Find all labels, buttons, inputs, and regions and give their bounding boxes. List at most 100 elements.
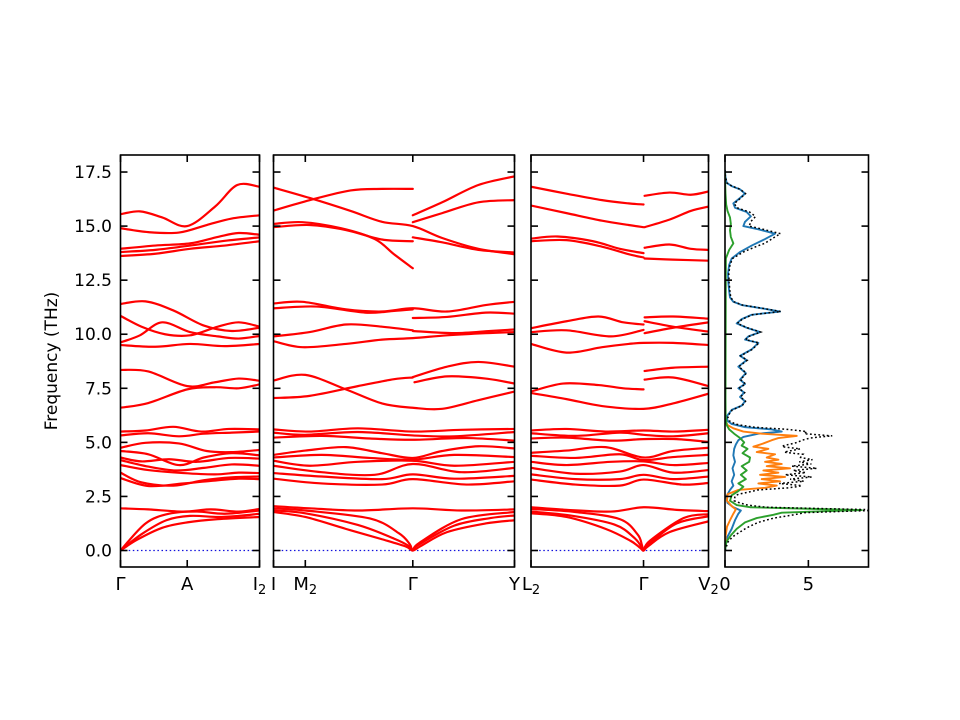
- axes-spines: [724, 154, 870, 568]
- phonon-band-line: [120, 425, 260, 433]
- x-tick-label: Γ: [639, 574, 649, 595]
- phonon-band-line: [120, 240, 260, 258]
- phonon-band-line: [643, 315, 709, 320]
- phonon-band-line: [120, 300, 260, 333]
- y-tick-label: 7.5: [85, 379, 112, 399]
- phonon-band-line: [531, 391, 709, 411]
- phonon-band-line: [273, 507, 515, 552]
- phonon-band-line: [531, 436, 709, 444]
- phonon-band-line: [120, 231, 260, 250]
- phonon-band-line: [531, 315, 645, 330]
- phonon-band-line: [273, 186, 515, 256]
- phonon-band-line: [120, 471, 260, 487]
- phonon-band-line: [531, 204, 645, 229]
- phonon-band-line: [531, 238, 645, 259]
- phonon-band-line: [273, 459, 515, 467]
- x-tick-label: L2: [522, 574, 540, 598]
- phonon-band-line: [411, 311, 515, 320]
- band-segment-2: I M2 Γ Y: [271, 154, 521, 598]
- phonon-band-line: [273, 434, 515, 442]
- partial-dos-blue: [725, 169, 783, 551]
- phonon-band-line: [411, 175, 515, 217]
- phonon-band-line: [531, 478, 709, 488]
- phonon-band-line: [643, 376, 709, 388]
- phonon-band-line: [120, 463, 260, 476]
- y-tick-label: 10.0: [74, 325, 112, 345]
- y-tick-label: 5.0: [85, 433, 112, 453]
- phonon-band-line: [531, 510, 709, 552]
- phonon-band-line: [531, 507, 709, 552]
- phonon-band-line: [273, 223, 414, 243]
- x-tick-label: I: [271, 574, 276, 595]
- phonon-band-line: [273, 323, 414, 338]
- phonon-band-line: [411, 236, 515, 254]
- phonon-band-line: [120, 368, 260, 388]
- phonon-band-line: [411, 328, 515, 335]
- phonon-band-line: [120, 458, 260, 472]
- phonon-band-line: [531, 473, 709, 481]
- phonon-band-line: [273, 305, 414, 314]
- y-tick-label: 15.0: [74, 217, 112, 237]
- phonon-band-line: [120, 456, 260, 463]
- phonon-band-line: [531, 382, 645, 393]
- y-tick-label: 2.5: [85, 487, 112, 507]
- phonon-band-line: [273, 373, 515, 411]
- phonon-band-line: [273, 427, 515, 433]
- x-tick-label: Γ: [115, 574, 125, 595]
- partial-dos-green: [725, 172, 863, 551]
- phonon-band-line: [120, 449, 260, 467]
- phonon-band-line: [531, 341, 709, 354]
- band-segment-3: L2 Γ V2: [522, 154, 719, 598]
- phonon-band-line: [411, 360, 515, 379]
- y-tick-label: 12.5: [74, 271, 112, 291]
- phonon-band-line: [273, 187, 414, 212]
- phonon-band-line: [120, 507, 260, 513]
- phonon-band-line: [120, 430, 260, 438]
- phonon-band-line: [273, 462, 515, 477]
- x-tick-label: M2: [293, 574, 317, 598]
- phonon-band-line: [120, 182, 260, 228]
- phonon-band-line: [531, 512, 709, 552]
- phonon-band-line: [273, 471, 515, 481]
- phonon-band-line: [643, 321, 709, 335]
- phonon-band-line: [273, 430, 515, 438]
- axes-spines: [530, 154, 710, 568]
- phonon-band-line: [643, 205, 709, 229]
- phonon-band-line: [643, 257, 709, 262]
- phonon-band-line: [120, 441, 260, 454]
- phonon-band-line: [643, 190, 709, 197]
- phonon-band-line: [531, 463, 709, 475]
- partial-dos-orange: [725, 412, 798, 551]
- phonon-band-line: [531, 185, 645, 206]
- phonon-band-line: [531, 328, 645, 338]
- x-tick-label: 0: [719, 574, 730, 595]
- axes-spines: [119, 154, 261, 568]
- phonon-band-line: [413, 375, 515, 385]
- phonon-band-line: [643, 365, 709, 373]
- phonon-band-line: [531, 506, 709, 513]
- phonon-band-line: [273, 510, 515, 552]
- phonon-band-line: [531, 235, 645, 255]
- phonon-band-line: [120, 515, 260, 552]
- phonon-band-line: [120, 321, 260, 344]
- phonon-band-line: [531, 460, 709, 467]
- x-tick-label: Γ: [408, 574, 418, 595]
- phonon-band-line: [120, 236, 260, 254]
- phonon-band-line: [643, 243, 709, 251]
- x-tick-label: I2: [253, 574, 267, 598]
- phonon-band-line: [273, 505, 515, 512]
- phonon-band-line: [273, 477, 515, 486]
- phonon-band-line: [531, 431, 709, 438]
- phonon-band-line: [120, 512, 260, 552]
- phonon-band-line: [273, 445, 515, 460]
- phonon-band-line: [273, 453, 515, 461]
- axes-spines: [272, 154, 516, 568]
- x-tick-label: 5: [803, 574, 814, 595]
- phonon-band-line: [120, 383, 260, 409]
- phonon-band-line: [531, 445, 709, 459]
- x-tick-label: Y: [508, 574, 521, 595]
- phonon-band-line: [273, 330, 515, 349]
- phonon-band-line: [120, 342, 260, 348]
